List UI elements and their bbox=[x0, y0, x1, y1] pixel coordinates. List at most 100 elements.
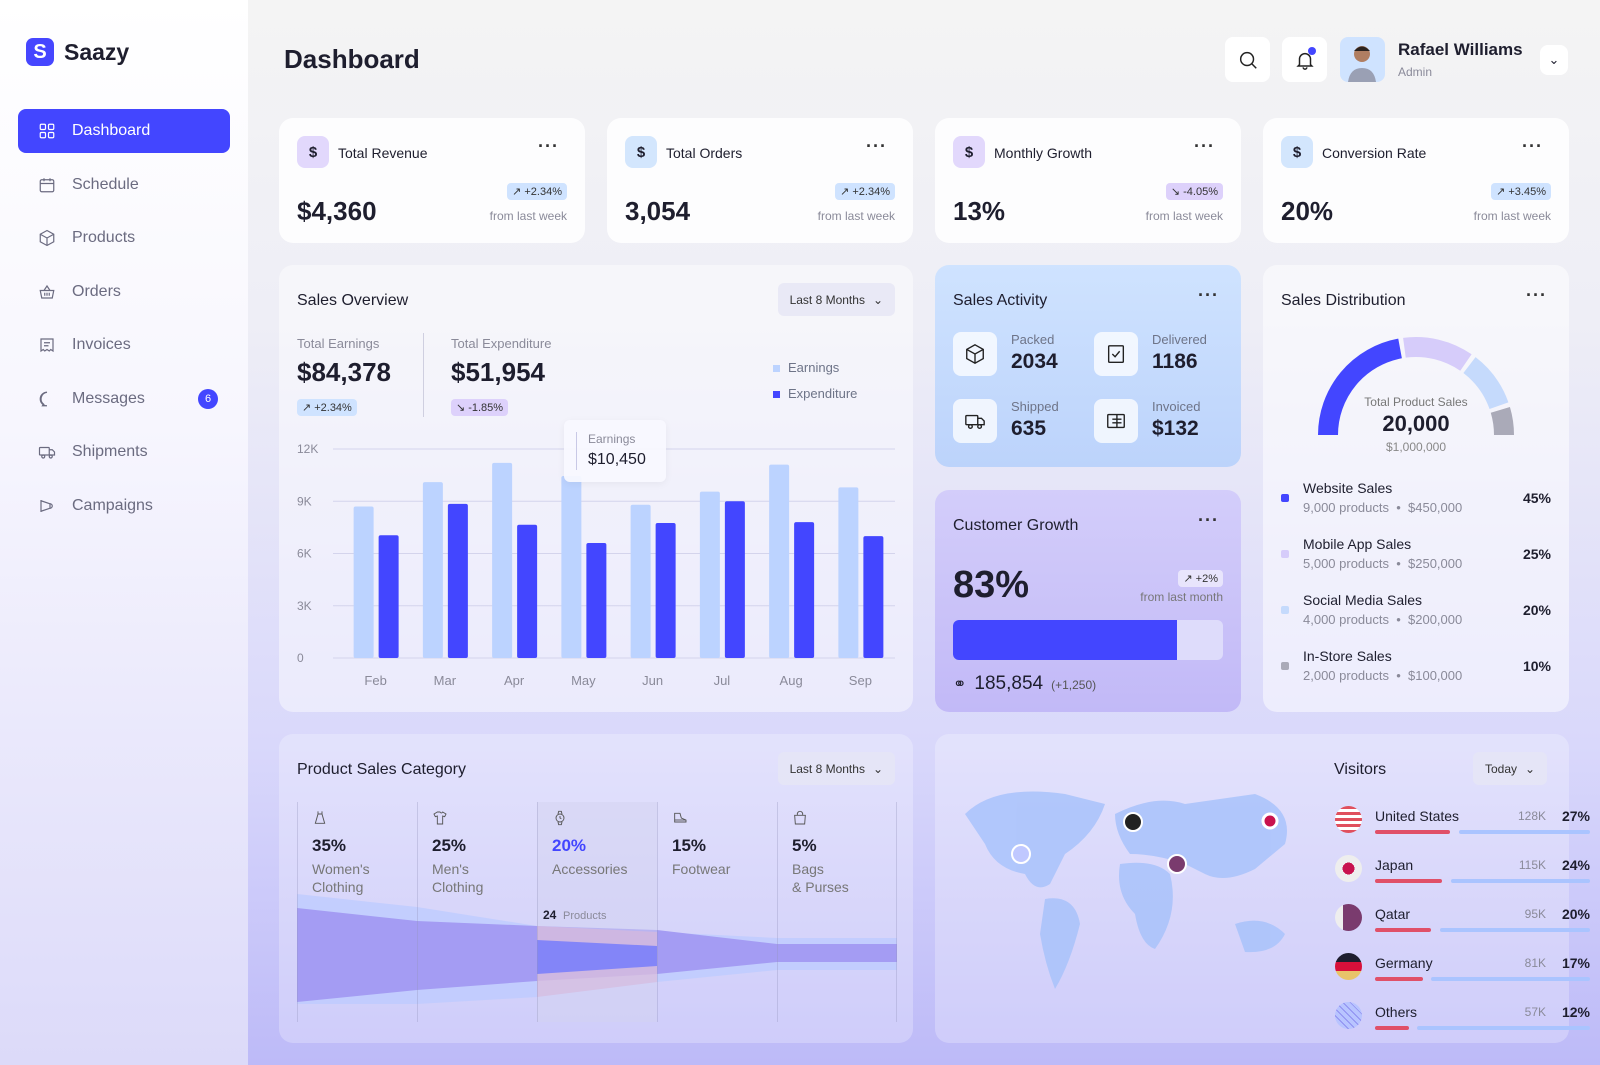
dollar-cycle-icon: $ bbox=[625, 136, 657, 168]
period-label: Last 8 Months bbox=[789, 761, 865, 776]
search-icon bbox=[1239, 51, 1257, 69]
growth-progress-bar bbox=[953, 620, 1223, 660]
sidebar-item-label: Campaigns bbox=[72, 496, 153, 514]
channel-percent: 10% bbox=[1522, 658, 1551, 674]
visitors-card: Visitors Today ⌄ United States 128K 27% Japa… bbox=[935, 734, 1590, 1046]
visitors-list: United States 128K 27% Japan 115K 24% Qatar 95K… bbox=[1335, 806, 1590, 1046]
category-name: Women's Clothing bbox=[312, 861, 370, 895]
trend-up-icon: ↗ bbox=[840, 186, 850, 198]
more-options-icon[interactable]: ··· bbox=[1526, 285, 1547, 305]
trend-up-icon: ↗ bbox=[1496, 186, 1506, 198]
visitors-period-dropdown[interactable]: Today ⌄ bbox=[1473, 752, 1548, 785]
earnings-bar-jul[interactable] bbox=[699, 491, 720, 658]
category-column[interactable]: 15% Footwear bbox=[657, 802, 777, 1022]
calendar-icon bbox=[39, 177, 55, 192]
visitor-row-de: Germany 81K 17% bbox=[1335, 953, 1590, 1001]
visitor-percent: 12% bbox=[1561, 1004, 1590, 1020]
sidebar-item-dashboard[interactable]: Dashboard bbox=[18, 109, 230, 153]
expenditure-bar-jul[interactable] bbox=[724, 501, 745, 658]
flag-us-icon bbox=[1335, 806, 1362, 833]
japan-map-marker bbox=[1261, 812, 1279, 830]
invoiced-icon-box bbox=[1094, 399, 1138, 443]
world-map bbox=[965, 791, 1287, 989]
category-funnel bbox=[297, 894, 897, 1004]
sidebar-item-invoices[interactable]: Invoices bbox=[18, 323, 230, 367]
sidebar-item-orders[interactable]: Orders bbox=[18, 270, 230, 314]
earnings-bar-apr[interactable] bbox=[492, 462, 513, 658]
expenditure-bar-feb[interactable] bbox=[378, 535, 399, 658]
category-name: Men's Clothing bbox=[432, 861, 484, 895]
user-menu-chevron-down-icon[interactable]: ⌄ bbox=[1540, 45, 1568, 75]
stat-note: from last week bbox=[1145, 209, 1223, 223]
gauge-segment-in-store-sales[interactable] bbox=[1490, 407, 1514, 436]
logo[interactable]: S Saazy bbox=[26, 38, 129, 66]
product-sales-card: Product Sales Category Last 8 Months ⌄ 35… bbox=[279, 734, 913, 1043]
country-name: Japan bbox=[1375, 857, 1414, 873]
category-name: Accessories bbox=[552, 861, 628, 877]
box-icon bbox=[39, 229, 55, 247]
more-options-icon[interactable]: ··· bbox=[866, 136, 887, 156]
earnings-bar-aug[interactable] bbox=[769, 464, 790, 658]
sidebar-item-schedule[interactable]: Schedule bbox=[18, 163, 230, 207]
app-name: Saazy bbox=[64, 38, 130, 65]
users-icon: ⚭ bbox=[953, 676, 967, 693]
earnings-value: $84,378 bbox=[297, 357, 391, 387]
gauge-label: Total Product Sales bbox=[1364, 395, 1468, 409]
category-column[interactable]: 20% Accessories bbox=[537, 802, 657, 1022]
earnings-bar-mar[interactable] bbox=[422, 482, 443, 658]
more-options-icon[interactable]: ··· bbox=[1522, 136, 1543, 156]
avatar[interactable] bbox=[1340, 37, 1385, 82]
expenditure-bar-apr[interactable] bbox=[517, 524, 538, 658]
search-button[interactable] bbox=[1225, 37, 1270, 82]
change-text: -1.85% bbox=[468, 401, 504, 414]
more-options-icon[interactable]: ··· bbox=[538, 136, 559, 156]
shoe-icon bbox=[674, 812, 687, 823]
more-options-icon[interactable]: ··· bbox=[1194, 136, 1215, 156]
earnings-change: ↗ +2.34% bbox=[297, 399, 357, 416]
stat-note: from last week bbox=[817, 209, 895, 223]
chart-legend: Earnings Expenditure bbox=[773, 355, 857, 407]
sidebar-item-shipments[interactable]: Shipments bbox=[18, 430, 230, 474]
sidebar-item-messages[interactable]: Messages 6 bbox=[18, 377, 230, 421]
megaphone-icon bbox=[40, 499, 53, 512]
expenditure-bar-aug[interactable] bbox=[794, 522, 815, 658]
earnings-bar-may[interactable] bbox=[561, 475, 582, 658]
earnings-label: Total Earnings bbox=[297, 336, 380, 351]
category-column[interactable]: 25% Men's Clothing bbox=[417, 802, 537, 1022]
channel-detail: 2,000 products • $100,000 bbox=[1303, 668, 1463, 683]
earnings-bar-feb[interactable] bbox=[353, 506, 374, 658]
gauge-segment-mobile-app-sales[interactable] bbox=[1403, 337, 1472, 371]
visitor-count: 128K bbox=[1517, 809, 1546, 823]
trend-down-icon: ↘ bbox=[456, 402, 466, 414]
category-column[interactable]: 5% Bags & Purses bbox=[777, 802, 897, 1022]
more-options-icon[interactable]: ··· bbox=[1198, 510, 1219, 530]
flag-qa-icon bbox=[1335, 904, 1362, 931]
products-label: Products bbox=[563, 910, 607, 922]
sidebar-item-campaigns[interactable]: Campaigns bbox=[18, 484, 230, 528]
period-dropdown[interactable]: Last 8 Months ⌄ bbox=[777, 283, 895, 316]
expenditure-bar-mar[interactable] bbox=[447, 503, 468, 658]
notifications-button[interactable] bbox=[1282, 37, 1327, 82]
expenditure-bar-sep[interactable] bbox=[863, 536, 884, 658]
stat-card-monthly-growth: $ Monthly Growth ··· 13% ↘ -4.05% from la… bbox=[935, 118, 1241, 243]
earnings-bar-sep[interactable] bbox=[838, 487, 859, 658]
legend-expenditure: Expenditure bbox=[773, 381, 857, 407]
expenditure-bar-jun[interactable] bbox=[655, 523, 676, 658]
channel-detail: 4,000 products • $200,000 bbox=[1303, 612, 1463, 627]
category-column[interactable]: 35% Women's Clothing bbox=[297, 802, 417, 1022]
gauge-segment-website-sales[interactable] bbox=[1318, 338, 1403, 436]
more-options-icon[interactable]: ··· bbox=[1198, 285, 1219, 305]
stat-note: from last week bbox=[1473, 209, 1551, 223]
period-dropdown[interactable]: Last 8 Months ⌄ bbox=[777, 752, 895, 785]
legend-swatch bbox=[1281, 550, 1289, 558]
category-percent: 15% bbox=[672, 836, 707, 855]
earnings-bar-jun[interactable] bbox=[630, 504, 651, 658]
visitor-share-bar bbox=[1375, 928, 1590, 932]
shirt-icon bbox=[433, 811, 447, 825]
gauge-segment-social-media-sales[interactable] bbox=[1463, 357, 1509, 410]
sidebar-item-label: Messages bbox=[72, 389, 145, 407]
expenditure-bar-may[interactable] bbox=[586, 543, 607, 658]
chevron-down-icon: ⌄ bbox=[872, 761, 883, 776]
sidebar-item-products[interactable]: Products bbox=[18, 216, 230, 260]
us-map-marker bbox=[1011, 844, 1031, 864]
